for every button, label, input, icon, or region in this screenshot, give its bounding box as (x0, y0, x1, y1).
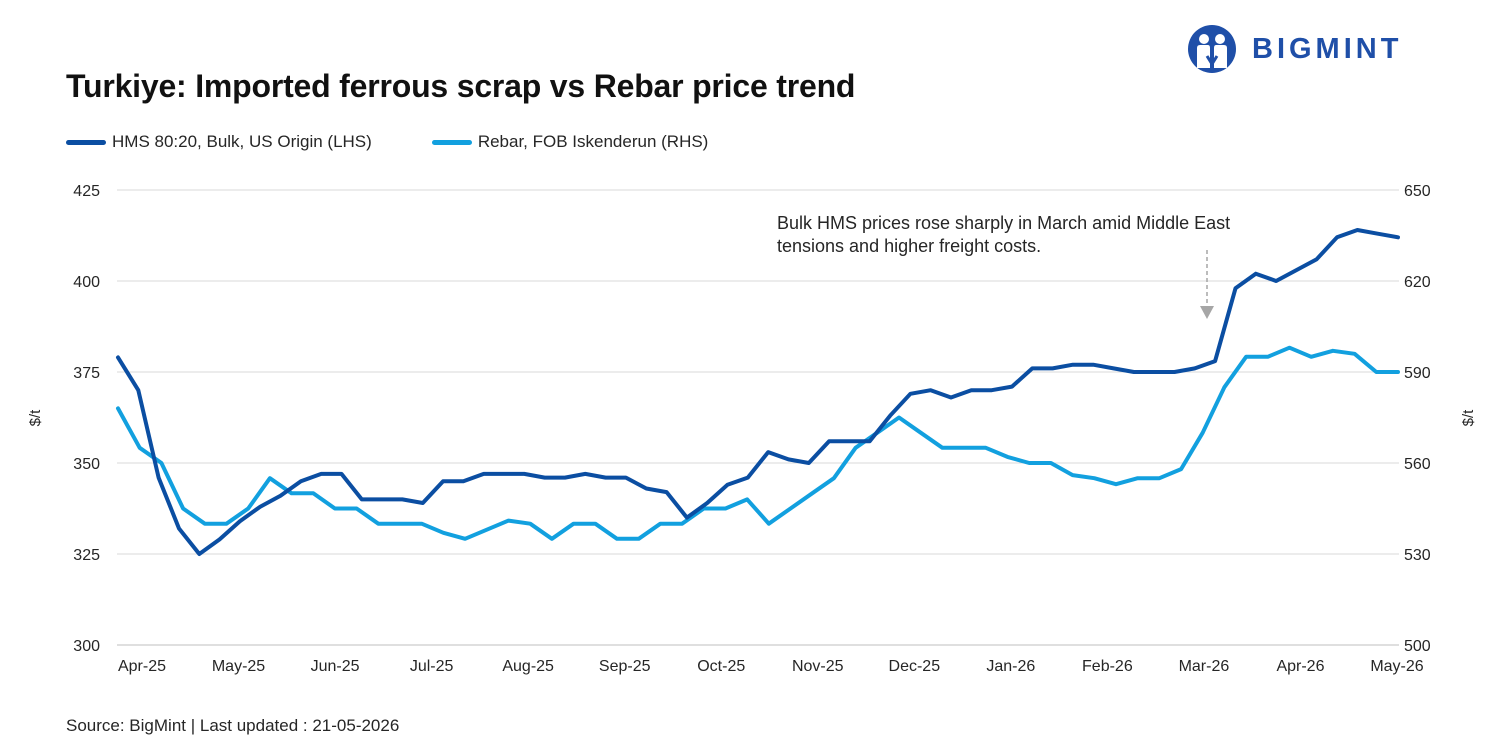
series-line-hms (116, 228, 1400, 556)
x-tick-label: Apr-26 (1276, 658, 1324, 675)
brand-name: BIGMINT (1252, 32, 1403, 65)
y-tick-label-right: 620 (1404, 274, 1431, 291)
y-axis-label-right: $/t (1460, 409, 1477, 427)
bigmint-logo-icon (1188, 25, 1236, 73)
legend-swatch-hms (66, 139, 106, 145)
x-tick-label: Mar-26 (1179, 658, 1230, 675)
y-tick-label-left: 350 (73, 456, 100, 473)
x-tick-label: Sep-25 (599, 658, 651, 675)
x-tick-label: Aug-25 (502, 658, 554, 675)
chart-legend: HMS 80:20, Bulk, US Origin (LHS) Rebar, … (66, 132, 768, 152)
chart-title: Turkiye: Imported ferrous scrap vs Rebar… (66, 68, 856, 104)
legend-label-rebar: Rebar, FOB Iskenderun (RHS) (477, 132, 709, 151)
chart-annotation: Bulk HMS prices rose sharply in March am… (777, 212, 1337, 258)
y-axis-label-left: $/t (27, 409, 44, 427)
legend-label-hms: HMS 80:20, Bulk, US Origin (LHS) (112, 132, 372, 151)
x-tick-label: Oct-25 (697, 658, 745, 675)
annotation-line-2: tensions and higher freight costs. (777, 236, 1042, 256)
y-tick-label-left: 400 (73, 274, 100, 291)
source-note: Source: BigMint | Last updated : 21-05-2… (66, 716, 400, 735)
y-tick-label-right: 500 (1404, 638, 1431, 655)
legend-swatch-rebar (431, 139, 472, 145)
x-tick-label: Jul-25 (410, 658, 454, 675)
legend-item-rebar: Rebar, FOB Iskenderun (RHS) (431, 132, 709, 152)
x-tick-label: May-26 (1370, 658, 1423, 675)
x-tick-label: Feb-26 (1082, 658, 1133, 675)
brand-logo: BIGMINT (1186, 24, 1402, 74)
x-tick-label: May-25 (212, 658, 265, 675)
annotation-line-1: Bulk HMS prices rose sharply in March am… (777, 213, 1231, 233)
x-tick-label: Jun-25 (311, 658, 360, 675)
y-tick-label-right: 530 (1404, 547, 1431, 564)
x-tick-label: Apr-25 (118, 658, 166, 675)
y-tick-label-left: 300 (73, 638, 100, 655)
y-tick-label-left: 325 (73, 547, 100, 564)
series-line-rebar (116, 345, 1400, 541)
x-tick-label: Jan-26 (986, 658, 1035, 675)
annotation-arrow-head (1200, 306, 1214, 319)
y-tick-label-left: 375 (73, 365, 100, 382)
y-tick-label-right: 560 (1404, 456, 1431, 473)
y-tick-label-right: 590 (1404, 365, 1431, 382)
y-tick-label-right: 650 (1404, 183, 1431, 200)
y-tick-label-left: 425 (73, 183, 100, 200)
x-tick-label: Nov-25 (792, 658, 844, 675)
x-tick-label: Dec-25 (889, 658, 941, 675)
legend-item-hms: HMS 80:20, Bulk, US Origin (LHS) (66, 132, 372, 152)
